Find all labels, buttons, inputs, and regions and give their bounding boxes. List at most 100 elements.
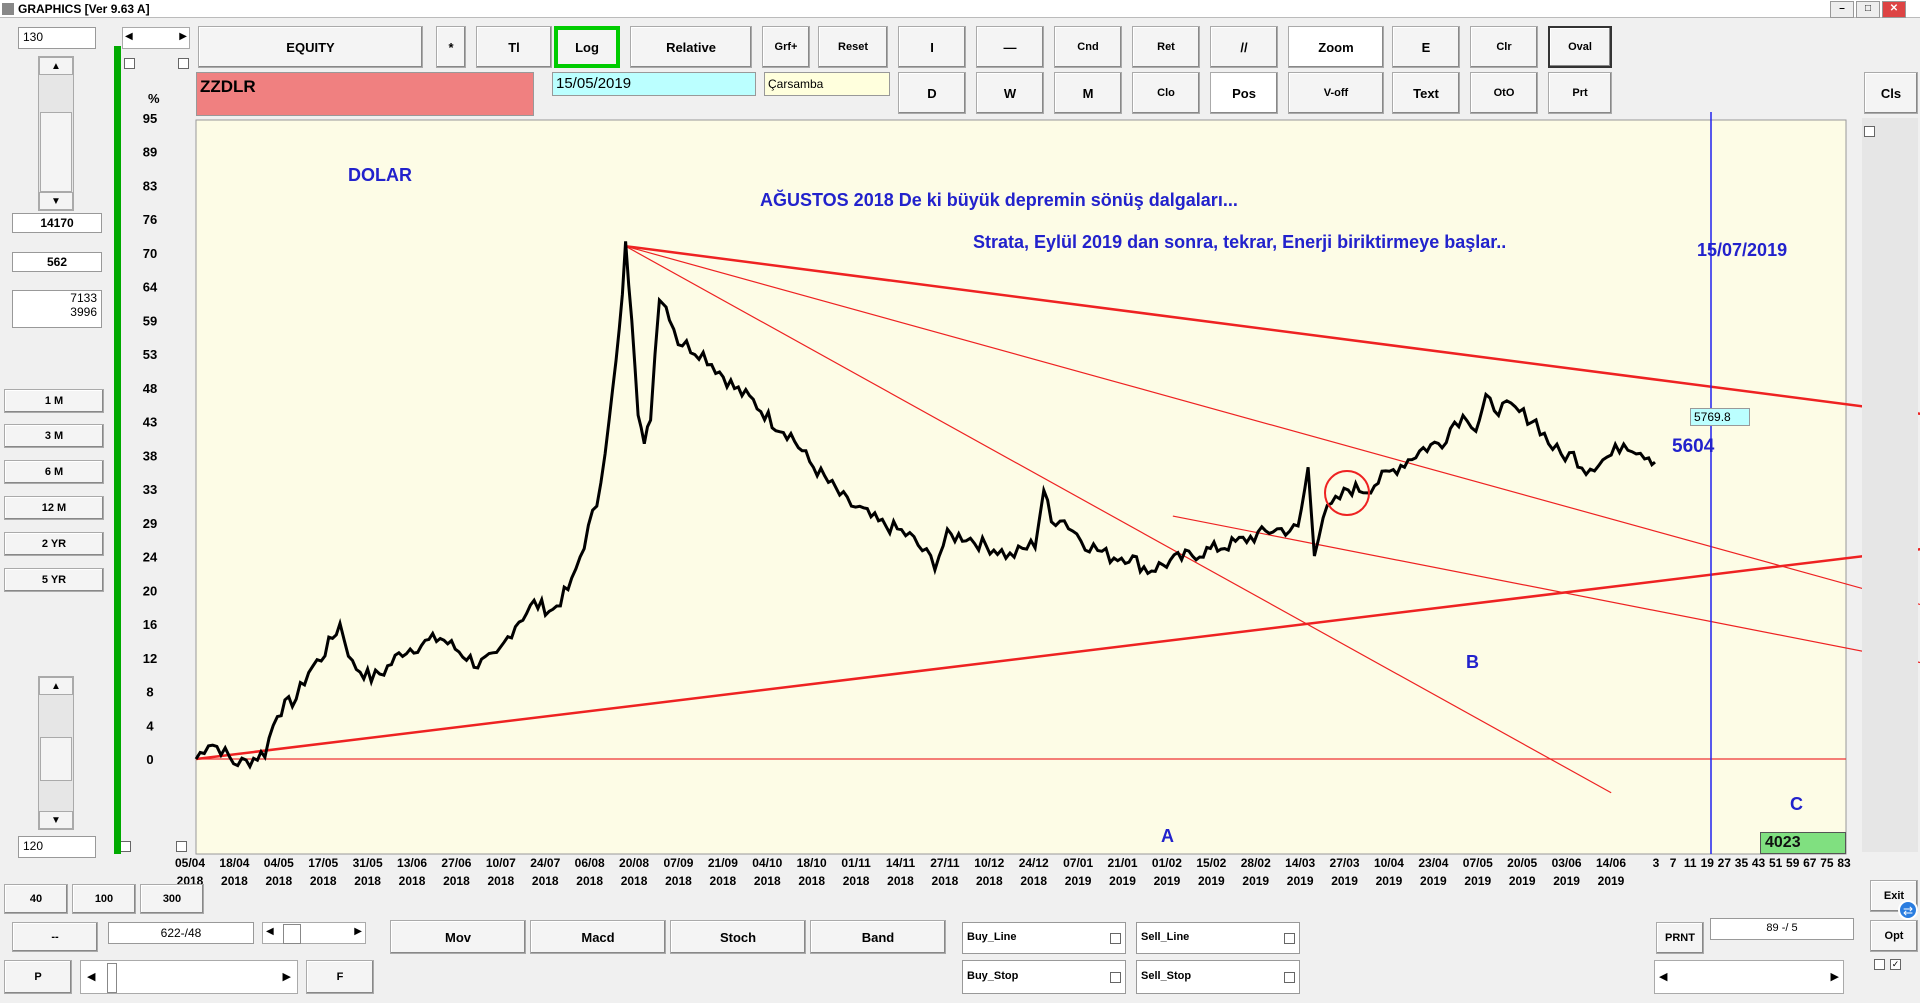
prt-button[interactable]: Prt — [1548, 72, 1612, 114]
right-bottom-checkbox[interactable] — [176, 841, 187, 852]
pos-button[interactable]: Pos — [1210, 72, 1278, 114]
scroll-thumb[interactable] — [283, 924, 301, 944]
clr-button[interactable]: Clr — [1470, 26, 1538, 68]
horizontal-line-button[interactable]: — — [976, 26, 1044, 68]
buy-line-field[interactable]: Buy_Line — [962, 922, 1126, 954]
daily-button[interactable]: D — [898, 72, 966, 114]
mov-button[interactable]: Mov — [390, 920, 526, 954]
top-bottom-scrollbar[interactable]: ◀ ▶ — [262, 922, 366, 944]
right-top-checkbox[interactable] — [178, 58, 189, 69]
text-button[interactable]: Text — [1392, 72, 1460, 114]
log-button[interactable]: Log — [554, 26, 620, 68]
scroll-thumb[interactable] — [107, 963, 117, 993]
scroll-right-arrow-icon[interactable]: ▶ — [354, 926, 362, 937]
cnd-button[interactable]: Cnd — [1054, 26, 1122, 68]
symbol-field[interactable]: ZZDLR — [196, 72, 534, 116]
x-axis-tick-year: 2018 — [532, 874, 559, 888]
scroll-down-arrow-icon[interactable]: ▼ — [39, 192, 73, 210]
zoom-300-button[interactable]: 300 — [140, 884, 204, 914]
clo-button[interactable]: Clo — [1132, 72, 1200, 114]
maximize-icon[interactable]: □ — [1856, 1, 1880, 18]
x-axis-tick-year: 2018 — [576, 874, 603, 888]
scroll-up-arrow-icon[interactable]: ▲ — [39, 57, 73, 75]
bottom-right-checkbox-1[interactable] — [1874, 959, 1885, 970]
x-axis-tick-year: 2018 — [798, 874, 825, 888]
buy-stop-label: Buy_Stop — [967, 970, 1019, 982]
p-button[interactable]: P — [4, 960, 72, 994]
lower-scrollbar[interactable]: ▲ ▼ — [38, 676, 74, 830]
right-scroll-area[interactable] — [1862, 118, 1918, 852]
stoch-button[interactable]: Stoch — [670, 920, 806, 954]
scroll-right-arrow-icon[interactable]: ▶ — [1830, 971, 1839, 983]
date-field[interactable]: 15/05/2019 — [552, 72, 756, 96]
bottom-value-field[interactable]: 120 — [18, 836, 96, 858]
scroll-thumb[interactable] — [40, 112, 72, 192]
opt-button[interactable]: Opt — [1870, 920, 1918, 952]
buy-stop-field[interactable]: Buy_Stop — [962, 960, 1126, 994]
scroll-up-arrow-icon[interactable]: ▲ — [39, 677, 73, 695]
swap-icon[interactable]: ⇄ — [1898, 900, 1918, 920]
scroll-down-arrow-icon[interactable]: ▼ — [39, 811, 73, 829]
star-button[interactable]: * — [436, 26, 466, 68]
top-value-field[interactable]: 130 — [18, 27, 96, 49]
period-6m-button[interactable]: 6 M — [4, 460, 104, 484]
trend-line — [1172, 515, 1920, 664]
chart-nav[interactable]: ◀ ▶ — [122, 27, 190, 49]
sell-stop-field[interactable]: Sell_Stop — [1136, 960, 1300, 994]
vertical-line-button[interactable]: I — [898, 26, 966, 68]
close-icon[interactable]: ✕ — [1882, 1, 1906, 18]
macd-button[interactable]: Macd — [530, 920, 666, 954]
right-bottom-scrollbar[interactable]: ◀ ▶ — [1654, 960, 1844, 994]
scroll-left-arrow-icon[interactable]: ◀ — [266, 926, 274, 937]
scroll-left-arrow-icon[interactable]: ◀ — [87, 971, 96, 983]
weekly-button[interactable]: W — [976, 72, 1044, 114]
x-axis-tail-label: 43 — [1752, 856, 1766, 870]
dash-button[interactable]: -- — [12, 922, 98, 952]
oval-button[interactable]: Oval — [1548, 26, 1612, 68]
grf-plus-button[interactable]: Grf+ — [762, 26, 810, 68]
sell-line-field[interactable]: Sell_Line — [1136, 922, 1300, 954]
v-off-button[interactable]: V-off — [1288, 72, 1384, 114]
x-axis-tail-label: 27 — [1718, 856, 1732, 870]
equity-button[interactable]: EQUITY — [198, 26, 423, 68]
zoom-40-button[interactable]: 40 — [4, 884, 68, 914]
reset-button[interactable]: Reset — [818, 26, 888, 68]
scroll-thumb[interactable] — [40, 737, 72, 781]
band-button[interactable]: Band — [810, 920, 946, 954]
x-axis-tick-label: 21/01 — [1108, 856, 1138, 870]
nav-left-arrow-icon[interactable]: ◀ — [125, 31, 133, 42]
nav-right-arrow-icon[interactable]: ▶ — [179, 31, 187, 42]
tl-button[interactable]: Tl — [476, 26, 552, 68]
f-button[interactable]: F — [306, 960, 374, 994]
ret-button[interactable]: Ret — [1132, 26, 1200, 68]
relative-button[interactable]: Relative — [630, 26, 752, 68]
cls-button[interactable]: Cls — [1864, 72, 1918, 114]
zoom-button[interactable]: Zoom — [1288, 26, 1384, 68]
prnt-button[interactable]: PRNT — [1656, 922, 1704, 954]
sell-stop-checkbox[interactable] — [1284, 972, 1295, 983]
upper-scrollbar[interactable]: ▲ ▼ — [38, 56, 74, 211]
buy-stop-checkbox[interactable] — [1110, 972, 1121, 983]
bottom-right-checkbox-2[interactable]: ✓ — [1890, 959, 1901, 970]
period-5yr-button[interactable]: 5 YR — [4, 568, 104, 592]
buy-line-checkbox[interactable] — [1110, 933, 1121, 944]
period-3m-button[interactable]: 3 M — [4, 424, 104, 448]
scroll-right-arrow-icon[interactable]: ▶ — [282, 971, 291, 983]
bottom-scrollbar[interactable]: ◀ ▶ — [80, 960, 298, 994]
scroll-left-arrow-icon[interactable]: ◀ — [1659, 971, 1668, 983]
parallel-line-button[interactable]: // — [1210, 26, 1278, 68]
e-button[interactable]: E — [1392, 26, 1460, 68]
sell-line-checkbox[interactable] — [1284, 933, 1295, 944]
zoom-100-button[interactable]: 100 — [72, 884, 136, 914]
x-axis-tick-year: 2019 — [1198, 874, 1225, 888]
monthly-button[interactable]: M — [1054, 72, 1122, 114]
period-12m-button[interactable]: 12 M — [4, 496, 104, 520]
oto-button[interactable]: OtO — [1470, 72, 1538, 114]
minimize-icon[interactable]: – — [1830, 1, 1854, 18]
x-axis-tick-year: 2018 — [265, 874, 292, 888]
period-1m-button[interactable]: 1 M — [4, 389, 104, 413]
right-top-checkbox[interactable] — [1864, 126, 1875, 137]
left-top-checkbox[interactable] — [124, 58, 135, 69]
period-2yr-button[interactable]: 2 YR — [4, 532, 104, 556]
